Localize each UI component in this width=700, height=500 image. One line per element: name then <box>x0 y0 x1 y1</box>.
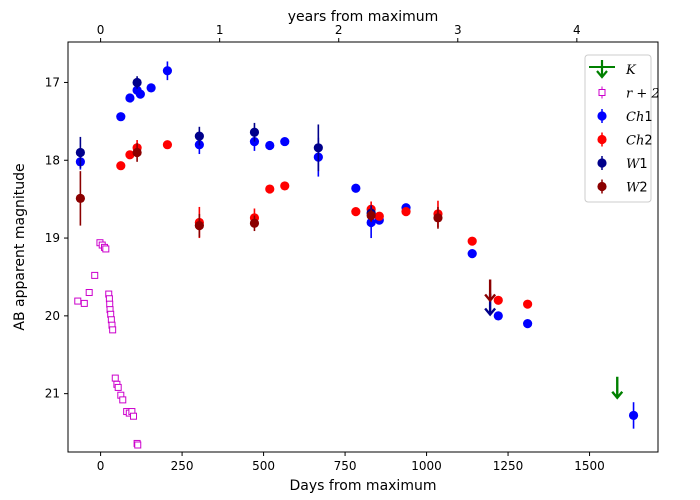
x-tick-label-0: 0 <box>97 459 105 473</box>
upper-limit-k-0 <box>611 376 624 400</box>
point-ch2-10 <box>374 211 384 221</box>
y-tick-label-21: 21 <box>45 387 60 401</box>
legend-label-ch1: Ch1 <box>626 110 653 125</box>
point-ch1-10 <box>280 136 290 147</box>
point-r-2-3 <box>91 271 99 279</box>
legend-label-ch2: Ch2 <box>626 134 653 149</box>
legend-label-w2: W2 <box>626 181 648 196</box>
y-tick-label-19: 19 <box>45 231 60 245</box>
point-w1-4 <box>313 143 323 153</box>
y-axis-title: AB apparent magnitude <box>12 163 28 330</box>
y-tick-label-20: 20 <box>45 309 60 323</box>
plot-marks <box>74 61 639 449</box>
axes: 0 250 500 750 1000 1250 1500 0 1 2 3 4 17 18 19 20 21 <box>45 23 659 473</box>
y-tick-label-18: 18 <box>45 153 60 167</box>
x-tick-label-750: 750 <box>334 459 357 473</box>
plot-frame <box>67 41 659 453</box>
top-tick-label-2: 2 <box>335 23 343 37</box>
legend-marker-w1 <box>597 158 607 168</box>
point-r-2-16 <box>111 374 119 382</box>
x-tick-label-1000: 1000 <box>411 459 442 473</box>
point-ch2-7 <box>280 181 290 191</box>
upper-limit-w2-0 <box>484 279 497 303</box>
point-ch1-4 <box>135 89 145 99</box>
point-ch2-11 <box>401 207 411 217</box>
point-w2-3 <box>249 218 260 228</box>
point-r-2-2 <box>85 289 93 297</box>
point-w2-0 <box>75 193 85 203</box>
point-ch1-19 <box>628 410 639 421</box>
top-tick-label-1: 1 <box>216 23 224 37</box>
point-r-2-26 <box>134 441 142 449</box>
upper-limit-head <box>611 390 624 400</box>
point-ch2-3 <box>162 140 173 150</box>
series-k <box>611 376 624 400</box>
point-ch2-6 <box>265 184 275 194</box>
point-ch1-9 <box>265 140 275 151</box>
point-ch1-1 <box>116 112 126 122</box>
x-axis-title: Days from maximum <box>290 478 437 494</box>
point-w2-2 <box>194 221 204 231</box>
point-ch1-18 <box>523 319 533 329</box>
top-tick-label-3: 3 <box>454 23 462 37</box>
point-ch1-13 <box>366 217 376 228</box>
point-w2-5 <box>433 213 443 223</box>
point-ch2-1 <box>125 150 135 160</box>
legend-label-k: K <box>625 63 637 78</box>
series-w2 <box>75 143 497 303</box>
top-axis-title: years from maximum <box>288 9 439 25</box>
point-w1-3 <box>249 127 260 137</box>
legend-marker-ch1 <box>597 111 607 121</box>
series-r-2 <box>74 239 142 449</box>
point-ch1-6 <box>162 66 173 76</box>
legend-marker-w2 <box>597 181 607 192</box>
point-ch1-17 <box>493 311 503 321</box>
point-r-2-24 <box>130 412 138 420</box>
x-tick-label-1500: 1500 <box>574 459 605 473</box>
point-w1-1 <box>132 77 142 88</box>
legend: Kr + 2 Ch1 Ch2 W1 W2 <box>584 54 660 203</box>
upper-limit-head <box>484 307 497 317</box>
upper-limit-head <box>484 293 497 303</box>
point-w1-0 <box>75 147 85 158</box>
point-r-2-0 <box>74 297 82 305</box>
top-tick-label-4: 4 <box>573 23 581 37</box>
top-tick-label-0: 0 <box>97 23 105 37</box>
point-w2-4 <box>366 210 376 221</box>
point-w2-1 <box>132 147 142 158</box>
point-ch2-14 <box>493 295 503 305</box>
legend-entry-w2: W2 <box>597 179 648 196</box>
point-r-2-18 <box>114 383 122 391</box>
legend-marker-r-2 <box>598 89 606 96</box>
point-ch2-15 <box>523 299 533 309</box>
x-tick-label-500: 500 <box>252 459 275 473</box>
legend-entry-ch1: Ch1 <box>597 109 653 125</box>
point-r-2-7 <box>102 245 110 253</box>
y-tick-label-17: 17 <box>45 75 60 89</box>
point-ch1-5 <box>146 83 156 93</box>
x-tick-label-1250: 1250 <box>493 459 524 473</box>
point-r-2-1 <box>80 299 88 307</box>
x-tick-label-250: 250 <box>171 459 194 473</box>
point-r-2-15 <box>109 326 117 334</box>
point-ch1-2 <box>125 93 135 103</box>
point-w1-2 <box>194 131 204 141</box>
legend-label-w1: W1 <box>626 157 648 172</box>
point-ch2-0 <box>116 161 126 171</box>
point-ch2-13 <box>467 236 477 246</box>
point-r-2-20 <box>119 396 127 404</box>
legend-marker-ch2 <box>597 134 607 145</box>
legend-entry-k: K <box>589 60 637 79</box>
legend-entry-ch2: Ch2 <box>597 132 653 149</box>
legend-entry-w1: W1 <box>597 156 648 172</box>
legend-entry-r-2: r + 2 <box>598 86 660 102</box>
legend-marker-k-head <box>596 70 608 79</box>
point-ch2-8 <box>351 207 361 217</box>
point-ch1-12 <box>351 183 361 193</box>
legend-label-r-2: r + 2 <box>626 87 660 102</box>
point-ch1-16 <box>467 249 477 259</box>
